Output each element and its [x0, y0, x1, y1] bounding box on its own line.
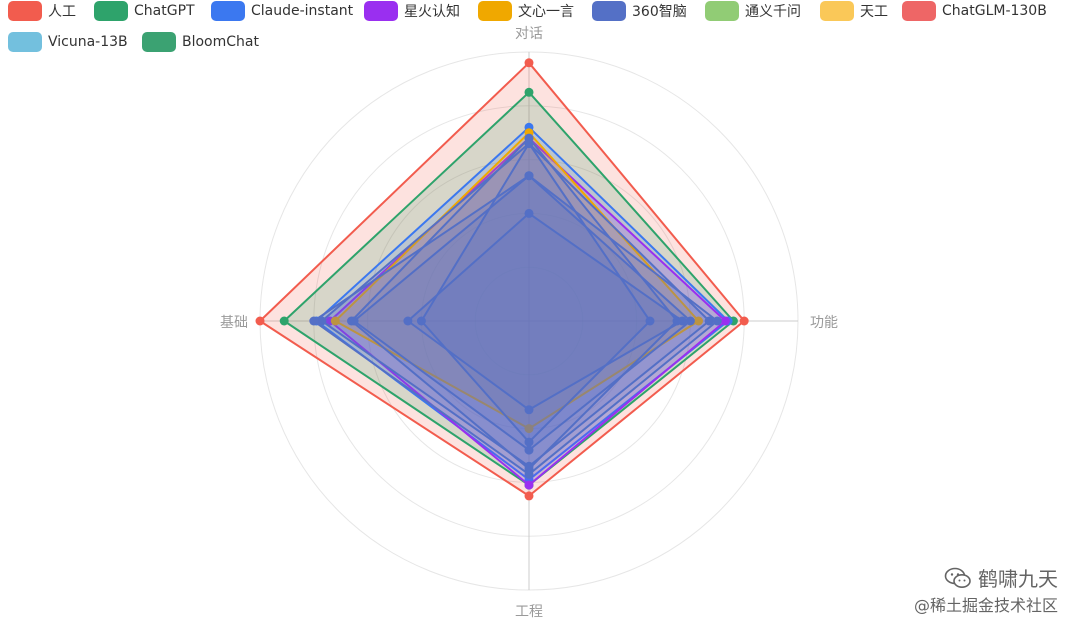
data-point[interactable]: [524, 491, 534, 501]
axis-label: 对话: [515, 26, 543, 42]
axis-label: 功能: [810, 315, 838, 331]
legend-label: Claude-instant: [251, 3, 354, 19]
radar-series: [255, 58, 749, 501]
watermark-line1: 鹤啸九天: [914, 563, 1058, 592]
data-point[interactable]: [524, 208, 534, 218]
legend-label: ChatGPT: [134, 3, 195, 19]
legend-label: 通义千问: [745, 4, 801, 20]
legend-label: Vicuna-13B: [48, 34, 128, 50]
watermark-title: 鹤啸九天: [978, 567, 1058, 591]
legend-label: 360智脑: [632, 4, 687, 20]
legend-swatch: [211, 1, 245, 21]
legend-label: 星火认知: [404, 4, 460, 20]
data-point[interactable]: [309, 316, 319, 326]
legend-item[interactable]: 天工: [820, 0, 888, 22]
legend-swatch: [820, 1, 854, 21]
axis-label: 基础: [220, 314, 248, 331]
data-point[interactable]: [677, 316, 687, 326]
legend-swatch: [94, 1, 128, 21]
data-point[interactable]: [712, 316, 722, 326]
legend-swatch: [8, 1, 42, 21]
data-point[interactable]: [739, 316, 749, 326]
legend-item[interactable]: Vicuna-13B: [8, 31, 128, 53]
legend-swatch: [705, 1, 739, 21]
watermark: 鹤啸九天 @稀土掘金技术社区: [914, 563, 1058, 616]
series-10: [309, 171, 722, 479]
data-point[interactable]: [349, 316, 359, 326]
legend-item[interactable]: ChatGLM-130B: [902, 0, 1047, 22]
data-point[interactable]: [524, 87, 534, 97]
data-point[interactable]: [255, 316, 265, 326]
legend-item[interactable]: 通义千问: [705, 0, 801, 22]
data-point[interactable]: [524, 171, 534, 181]
legend-swatch: [592, 1, 626, 21]
wechat-icon: [944, 567, 971, 588]
series-8: [403, 208, 687, 415]
data-point[interactable]: [645, 316, 655, 326]
data-point[interactable]: [317, 316, 327, 326]
legend-label: ChatGLM-130B: [942, 3, 1047, 19]
legend-item[interactable]: ChatGPT: [94, 0, 195, 22]
watermark-line2: @稀土掘金技术社区: [913, 596, 1058, 615]
legend-item[interactable]: 360智脑: [592, 0, 687, 22]
data-point[interactable]: [694, 316, 703, 326]
data-point[interactable]: [279, 316, 289, 326]
legend-item[interactable]: 星火认知: [364, 0, 460, 22]
data-point[interactable]: [524, 437, 534, 447]
data-point[interactable]: [416, 316, 426, 326]
data-point[interactable]: [524, 469, 534, 479]
data-point[interactable]: [524, 405, 534, 415]
data-point[interactable]: [524, 58, 534, 68]
legend-swatch: [364, 1, 398, 21]
data-point[interactable]: [403, 316, 413, 326]
data-point[interactable]: [524, 480, 534, 490]
legend-item[interactable]: BloomChat: [142, 31, 259, 53]
legend-item[interactable]: 人工: [8, 0, 76, 22]
chart-legend: 人工 ChatGPT Claude-instant 星火认知 文心一言 360智脑 通义千问…: [0, 0, 1080, 60]
legend-item[interactable]: Claude-instant: [211, 0, 353, 22]
legend-swatch: [478, 1, 512, 21]
data-point[interactable]: [524, 424, 534, 434]
legend-swatch: [142, 32, 176, 52]
legend-label: 人工: [48, 4, 76, 20]
legend-item[interactable]: 文心一言: [478, 0, 574, 22]
series-0: [255, 58, 749, 501]
data-point[interactable]: [330, 316, 340, 326]
data-point[interactable]: [685, 316, 695, 326]
series-4: [330, 128, 703, 434]
series-9: [416, 139, 655, 447]
data-point[interactable]: [524, 139, 534, 148]
data-point[interactable]: [720, 316, 730, 326]
legend-label: BloomChat: [182, 34, 259, 50]
legend-swatch: [902, 1, 936, 21]
legend-label: 天工: [860, 4, 888, 20]
data-point[interactable]: [704, 316, 714, 326]
axis-label: 工程: [515, 604, 543, 620]
legend-label: 文心一言: [518, 4, 574, 20]
legend-swatch: [8, 32, 42, 52]
data-point[interactable]: [524, 445, 534, 455]
